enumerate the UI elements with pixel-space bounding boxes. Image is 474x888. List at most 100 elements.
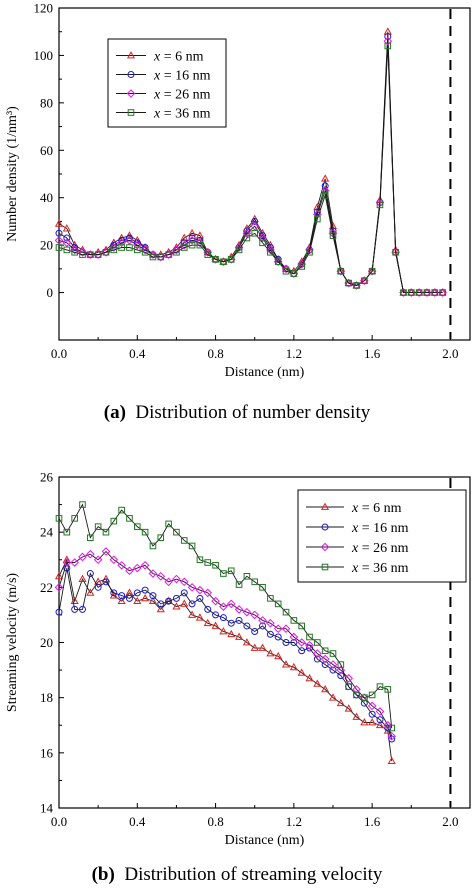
chart-b-point <box>204 559 212 566</box>
chart-b-point <box>234 605 244 614</box>
chart-b-point <box>320 654 330 664</box>
chart-b-point <box>250 643 259 651</box>
chart-a-point <box>337 267 345 275</box>
chart-b-legend-marker <box>321 563 329 571</box>
chart-b-point <box>375 707 385 716</box>
chart-b-point <box>212 611 220 619</box>
chart-b-point <box>110 517 118 525</box>
chart-b-point <box>353 691 360 699</box>
chart-a-point <box>117 238 126 248</box>
chart-b-point <box>219 614 227 622</box>
chart-a-point <box>133 239 141 247</box>
chart-b-point <box>282 639 290 646</box>
chart-b-point <box>102 528 110 536</box>
chart-b-point <box>94 583 102 591</box>
chart-b-point <box>290 639 298 646</box>
chart-b-legend-marker <box>320 542 330 552</box>
chart-b-ytick-label: 26 <box>40 470 54 485</box>
chart-a-point <box>165 251 172 258</box>
chart-a-point <box>62 224 71 232</box>
chart-b-point <box>180 599 189 607</box>
chart-a-point <box>110 246 118 254</box>
chart-b-point <box>63 564 71 572</box>
chart-b-point <box>251 578 259 586</box>
chart-a-point <box>180 239 188 247</box>
chart-b-point <box>211 621 220 629</box>
chart-a-point <box>141 244 149 252</box>
chart-b-point <box>337 672 345 680</box>
chart-b-point <box>101 547 111 556</box>
chart-b-ytick-label: 24 <box>40 525 54 540</box>
chart-a-point <box>227 256 235 263</box>
chart-a-point <box>298 263 305 270</box>
chart-b-point <box>133 596 142 605</box>
chart-b-point <box>384 686 392 693</box>
chart-b-point <box>78 552 87 562</box>
chart-a-legend-marker <box>127 109 135 116</box>
chart-a-point <box>321 192 329 199</box>
chart-a-xtick-label: 1.2 <box>286 346 302 361</box>
chart-b-point <box>388 735 396 743</box>
chart-b-legend-label: x = 16 nm <box>351 521 409 536</box>
caption-a: (a) Distribution of number density <box>0 402 474 424</box>
chart-a-xtick-label: 2.0 <box>442 346 458 361</box>
chart-a-point <box>188 234 196 242</box>
chart-b-point <box>156 571 166 581</box>
chart-b-point <box>352 685 361 694</box>
chart-a-point <box>118 244 125 251</box>
chart-a-point <box>110 241 118 249</box>
chart-b-point <box>258 643 267 651</box>
chart-b-point <box>281 624 291 634</box>
chart-b-point <box>329 666 337 674</box>
chart-b-point <box>336 698 345 707</box>
chart-b-point <box>313 655 321 663</box>
chart-b-point <box>109 555 119 565</box>
chart-b-point <box>361 694 368 701</box>
chart-b-point <box>274 651 283 660</box>
chart-b-point <box>266 649 275 657</box>
chart-a-point <box>220 258 227 266</box>
chart-a-point <box>314 215 321 223</box>
chart-b-point <box>165 520 172 528</box>
chart-a-point <box>87 251 94 258</box>
chart-a-point <box>251 229 259 237</box>
chart-b-point <box>376 716 384 724</box>
chart-a-point <box>55 244 63 251</box>
chart-b-point <box>298 622 305 630</box>
chart-b-point <box>78 605 86 613</box>
chart-b-point <box>305 673 314 682</box>
chart-b-point <box>344 704 353 712</box>
chart-a-point <box>78 247 87 257</box>
chart-b-point <box>281 660 291 668</box>
chart-a-ytick-label: 40 <box>40 190 53 205</box>
chart-a-point <box>188 228 197 237</box>
chart-a-point <box>126 244 133 251</box>
chart-a-point <box>132 240 142 250</box>
chart-b-point <box>305 640 314 650</box>
chart-a-y-axis-title: Number density (1/nm³) <box>5 106 20 242</box>
chart-b-point <box>141 593 150 602</box>
chart-b-point <box>126 515 133 522</box>
chart-b-series-line <box>58 558 393 762</box>
chart-b-point <box>156 604 165 613</box>
chart-b-point <box>219 627 228 635</box>
chart-b-xtick-label: 2.0 <box>442 814 458 829</box>
chart-b-series-line <box>58 503 393 729</box>
chart-a-point <box>305 245 314 255</box>
chart-a-point <box>180 233 189 241</box>
chart-a-point <box>125 234 133 242</box>
chart-b-point <box>148 569 158 578</box>
chart-a-point <box>361 277 368 285</box>
chart-b-x-axis-title: Distance (nm) <box>225 833 305 848</box>
chart-b-point <box>211 596 220 606</box>
chart-b-point <box>337 661 345 668</box>
chart-b-point <box>227 619 235 627</box>
chart-b-point <box>173 528 180 536</box>
chart-a-ytick-label: 0 <box>47 285 54 300</box>
chart-b-point <box>235 616 243 624</box>
chart-a-legend-marker <box>126 89 136 98</box>
chart-b-point <box>165 597 173 605</box>
chart-b-point <box>203 618 212 627</box>
chart-a-xtick-label: 0.0 <box>51 346 67 361</box>
chart-b-point <box>321 661 329 669</box>
